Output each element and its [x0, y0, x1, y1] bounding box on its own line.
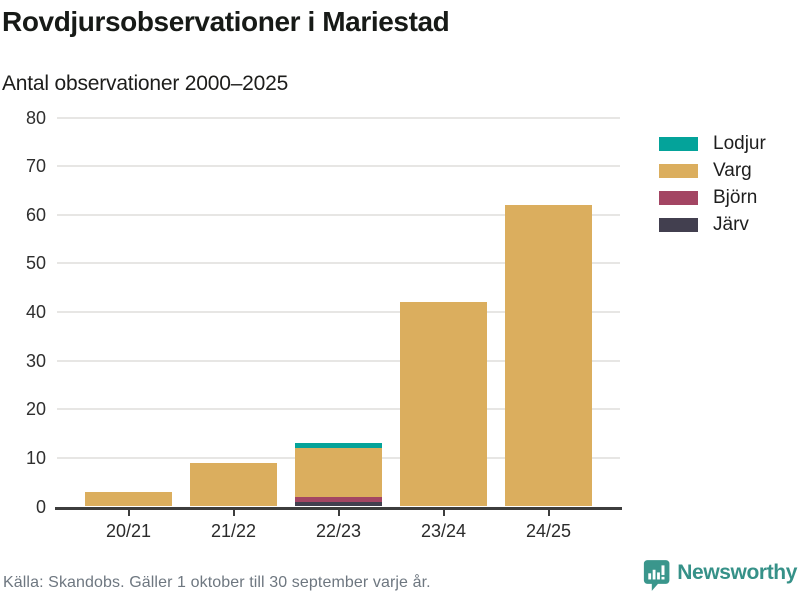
bar-segment-varg	[295, 448, 382, 497]
y-axis-tick-label: 10	[25, 447, 46, 468]
y-axis-tick-label: 50	[25, 253, 46, 274]
y-axis-tick-label: 60	[25, 204, 46, 225]
newsworthy-logo[interactable]: Newsworthy	[643, 557, 797, 595]
legend-swatch	[659, 164, 698, 178]
grid-line	[57, 213, 620, 216]
legend-item-björn: Björn	[659, 187, 799, 208]
y-axis-tick-label: 40	[25, 302, 46, 322]
newsworthy-bubble-chart-icon	[643, 560, 670, 591]
grid-line	[57, 311, 620, 313]
legend-label: Björn	[713, 187, 758, 208]
page-title: Rovdjursobservationer i Mariestad	[2, 6, 450, 37]
x-axis-tick-label: 24/25	[525, 520, 572, 541]
x-axis-tick-label: 20/21	[105, 520, 152, 541]
legend-item-varg: Varg	[659, 160, 799, 181]
x-axis-tick	[547, 509, 550, 516]
grid-line	[57, 116, 620, 119]
x-axis-line	[55, 506, 622, 510]
y-axis-tick-label: 20	[25, 399, 46, 420]
bar-segment-lodjur	[295, 443, 382, 449]
legend-label: Varg	[713, 160, 752, 181]
legend-swatch	[659, 218, 698, 232]
grid-line	[57, 262, 620, 265]
bar-segment-varg	[505, 205, 592, 507]
y-axis-tick-label: 30	[25, 350, 46, 371]
y-axis-tick-label: 80	[25, 107, 46, 128]
legend-item-järv: Järv	[659, 214, 799, 235]
grid-line	[57, 359, 620, 362]
x-axis-tick-label: 23/24	[420, 520, 467, 541]
legend-swatch	[659, 137, 698, 151]
grid-line	[57, 165, 620, 168]
chart-subtitle: Antal observationer 2000–2025	[2, 72, 289, 95]
chart-legend: Lodjur Varg Björn Järv	[659, 133, 799, 245]
grid-line	[57, 408, 620, 411]
x-axis-tick	[442, 509, 445, 516]
bar-segment-varg	[400, 302, 487, 507]
x-axis-tick-label: 22/23	[315, 520, 362, 541]
y-axis-tick-label: 70	[25, 156, 46, 177]
source-note: Källa: Skandobs. Gäller 1 oktober till 3…	[3, 574, 431, 591]
x-axis-tick	[127, 509, 130, 516]
bar-segment-järv	[295, 501, 382, 507]
legend-label: Järv	[713, 214, 749, 235]
bar-segment-björn	[295, 496, 382, 502]
legend-swatch	[659, 191, 698, 205]
bar-segment-varg	[85, 491, 172, 507]
brand-name: Newsworthy	[677, 561, 797, 584]
bar-segment-varg	[190, 462, 277, 507]
x-axis-tick	[232, 509, 235, 516]
x-axis-tick-label: 21/22	[210, 520, 257, 541]
legend-label: Lodjur	[713, 133, 766, 154]
x-axis-tick	[337, 509, 340, 516]
y-axis-tick-label: 0	[35, 496, 46, 517]
legend-item-lodjur: Lodjur	[659, 133, 799, 154]
chart-area: 0 10 20 30 40 50 60 70 80 20/21 21/22 22/23 23/24 24/…	[25, 107, 622, 541]
